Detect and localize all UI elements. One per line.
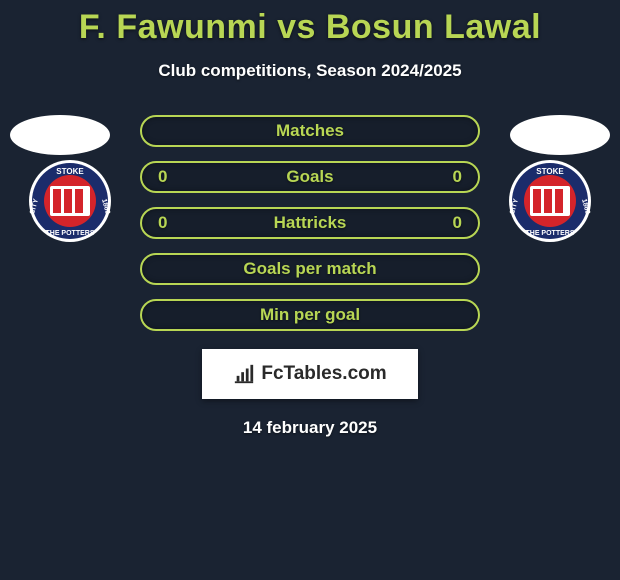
stat-row-hattricks: 0 Hattricks 0 bbox=[140, 207, 480, 239]
stat-row-min-per-goal: Min per goal bbox=[140, 299, 480, 331]
stat-value-right: 0 bbox=[453, 213, 462, 233]
main-layout: STOKE THE POTTERS CITY 1863 STOKE THE PO… bbox=[0, 115, 620, 438]
stat-label: Goals bbox=[286, 167, 333, 187]
chart-icon bbox=[233, 363, 255, 385]
stat-label: Min per goal bbox=[260, 305, 360, 325]
comparison-card: F. Fawunmi vs Bosun Lawal Club competiti… bbox=[0, 0, 620, 438]
stat-value-left: 0 bbox=[158, 167, 167, 187]
attribution-text: FcTables.com bbox=[261, 363, 386, 385]
page-subtitle: Club competitions, Season 2024/2025 bbox=[158, 61, 461, 81]
stat-pill-stack: Matches 0 Goals 0 0 Hattricks 0 Goals pe… bbox=[0, 115, 620, 331]
page-title: F. Fawunmi vs Bosun Lawal bbox=[79, 8, 541, 47]
stat-row-matches: Matches bbox=[140, 115, 480, 147]
stat-row-goals: 0 Goals 0 bbox=[140, 161, 480, 193]
stat-label: Hattricks bbox=[274, 213, 347, 233]
attribution-badge: FcTables.com bbox=[202, 349, 418, 399]
stat-value-right: 0 bbox=[453, 167, 462, 187]
stat-label: Goals per match bbox=[243, 259, 376, 279]
stat-value-left: 0 bbox=[158, 213, 167, 233]
stat-row-goals-per-match: Goals per match bbox=[140, 253, 480, 285]
comparison-date: 14 february 2025 bbox=[243, 418, 377, 438]
stat-label: Matches bbox=[276, 121, 344, 141]
